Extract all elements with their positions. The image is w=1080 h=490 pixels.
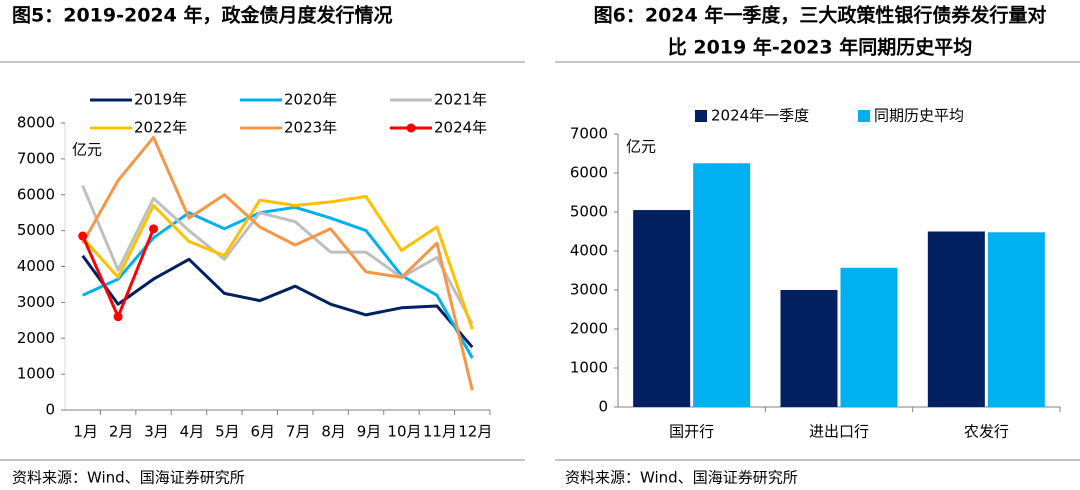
y-tick-label: 5000 — [17, 221, 55, 239]
x-tick-label: 2月 — [109, 423, 134, 441]
bar — [927, 231, 985, 407]
bar — [693, 163, 751, 407]
bar — [780, 290, 838, 407]
x-tick-label: 10月 — [387, 423, 421, 441]
legend-label: 2023年 — [284, 119, 337, 137]
legend-swatch — [858, 110, 870, 122]
y-tick-label: 0 — [598, 398, 608, 416]
y-tick-label: 1000 — [17, 365, 55, 383]
bar — [987, 232, 1045, 407]
point — [78, 231, 88, 241]
y-tick-label: 2000 — [570, 320, 608, 338]
series-line — [81, 254, 474, 349]
bar — [633, 210, 691, 407]
x-tick-label: 进出口行 — [809, 423, 869, 441]
y-tick-label: 3000 — [17, 293, 55, 311]
x-tick-label: 6月 — [251, 423, 276, 441]
source: 资料来源：Wind、国海证券研究所 — [12, 469, 245, 487]
x-tick-label: 9月 — [357, 423, 382, 441]
x-tick-label: 12月 — [458, 423, 492, 441]
legend-label: 2020年 — [284, 91, 337, 109]
legend-label: 2019年 — [134, 91, 187, 109]
legend-label: 2024年一季度 — [711, 107, 809, 125]
bar — [840, 267, 898, 407]
x-tick-label: 1月 — [73, 423, 98, 441]
y-tick-label: 5000 — [570, 203, 608, 221]
source: 资料来源：Wind、国海证券研究所 — [565, 469, 798, 487]
x-tick-label: 国开行 — [669, 423, 714, 441]
x-tick-label: 农发行 — [964, 423, 1009, 441]
y-tick-label: 2000 — [17, 329, 55, 347]
y-tick-label: 7000 — [17, 149, 55, 167]
y-unit: 亿元 — [72, 141, 102, 159]
legend-marker — [406, 123, 416, 133]
y-tick-label: 1000 — [570, 359, 608, 377]
series-line — [81, 185, 474, 325]
y-unit: 亿元 — [626, 138, 656, 156]
x-tick-label: 5月 — [215, 423, 240, 441]
y-tick-label: 6000 — [17, 185, 55, 203]
y-tick-label: 4000 — [570, 242, 608, 260]
series-line — [81, 195, 474, 330]
x-tick-label: 11月 — [423, 423, 457, 441]
chart-title: 图6：2024 年一季度，三大政策性银行债券发行量对 — [594, 4, 1047, 27]
x-tick-label: 3月 — [144, 423, 169, 441]
y-tick-label: 8000 — [17, 114, 55, 132]
series-line — [81, 135, 474, 391]
chart-title: 图5：2019-2024 年，政金债月度发行情况 — [12, 4, 392, 27]
y-tick-label: 4000 — [17, 257, 55, 275]
legend-swatch — [695, 110, 707, 122]
legend-label: 2024年 — [434, 119, 487, 137]
legend-label: 同期历史平均 — [874, 107, 964, 125]
chart-title: 比 2019 年-2023 年同期历史平均 — [668, 36, 973, 59]
y-tick-label: 3000 — [570, 281, 608, 299]
y-tick-label: 0 — [45, 401, 55, 419]
x-tick-label: 4月 — [180, 423, 205, 441]
y-tick-label: 6000 — [570, 164, 608, 182]
x-tick-label: 8月 — [321, 423, 346, 441]
x-tick-label: 7月 — [286, 423, 311, 441]
point — [149, 224, 159, 234]
point — [113, 312, 123, 322]
legend-label: 2021年 — [434, 91, 487, 109]
y-tick-label: 7000 — [570, 125, 608, 143]
legend-label: 2022年 — [134, 119, 187, 137]
